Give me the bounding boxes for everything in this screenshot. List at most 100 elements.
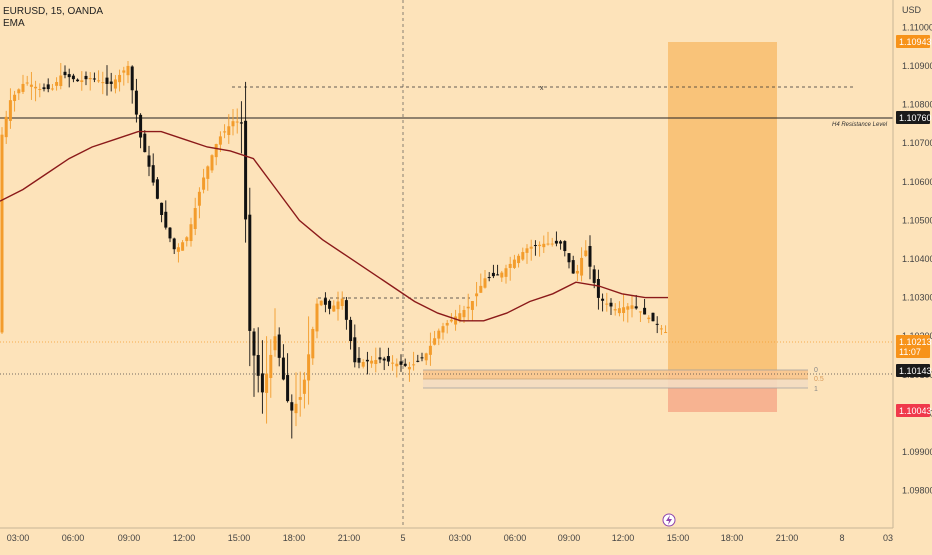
price-tick-label: 1.10800 — [902, 100, 932, 110]
time-axis[interactable]: 03:00 06:00 09:00 12:00 15:00 18:00 21:00 5 03:0… — [7, 533, 893, 543]
candle-body — [361, 361, 365, 367]
candle-body — [231, 121, 235, 127]
candle-body — [126, 65, 130, 76]
candle-body — [475, 293, 479, 297]
candle-body — [307, 354, 311, 381]
candle-body — [277, 334, 281, 358]
candle-body — [609, 302, 613, 307]
candle-body — [235, 121, 239, 123]
candle-body — [601, 298, 605, 301]
price-tag-entry[interactable]: 1.10143 — [896, 364, 932, 377]
candle-body — [638, 311, 642, 313]
candle-body — [428, 345, 432, 355]
price-tag-resistance[interactable]: 1.10760 — [896, 111, 932, 124]
candle-body — [412, 364, 416, 366]
candle-body — [647, 317, 651, 320]
candle-body — [244, 120, 248, 220]
candle-body — [59, 75, 63, 87]
candle-body — [4, 116, 8, 138]
candle-body — [139, 114, 143, 138]
candle-body — [445, 322, 449, 326]
time-tick-label: 15:00 — [228, 533, 251, 543]
fib-zone-lower[interactable] — [423, 379, 808, 388]
candle-body — [500, 272, 504, 278]
candle-body — [290, 402, 294, 411]
candle-body — [567, 253, 571, 263]
candle-body — [302, 379, 306, 394]
candle-body — [88, 78, 92, 80]
price-tag-entry-text: 1.10143 — [899, 366, 932, 376]
candle-body — [311, 328, 315, 359]
profit-zone[interactable] — [668, 42, 777, 371]
fib-zone-upper[interactable] — [423, 370, 808, 379]
candle-body — [617, 308, 621, 314]
candle-body — [575, 270, 579, 274]
candle-body — [466, 306, 470, 309]
candle-body — [189, 224, 193, 242]
candle-body — [71, 75, 75, 80]
price-tag-target[interactable]: 1.10943 — [896, 35, 932, 48]
candle-body — [147, 155, 151, 167]
candle-body — [584, 250, 588, 256]
candle-body — [164, 211, 168, 228]
price-tag-resistance-bg — [896, 111, 930, 124]
candle-body — [538, 244, 542, 247]
indicator-label[interactable]: EMA — [3, 18, 25, 29]
candle-body — [260, 373, 264, 393]
currency-label: USD — [902, 5, 922, 15]
price-tag-resistance-text: 1.10760 — [899, 113, 932, 123]
candle-body — [664, 332, 668, 334]
candle-body — [332, 305, 336, 312]
time-tick-label: 03:00 — [449, 533, 472, 543]
candle-body — [546, 243, 550, 245]
price-tag-stop[interactable]: 1.10043 — [896, 404, 932, 417]
symbol-title[interactable]: EURUSD, 15, OANDA — [3, 6, 104, 17]
candle-body — [76, 79, 80, 82]
candle-body — [512, 259, 516, 268]
ema-line[interactable] — [0, 130, 668, 322]
price-tick-label: 1.10400 — [902, 254, 932, 264]
candle-body — [554, 240, 558, 244]
candle-body — [630, 305, 634, 309]
candle-body — [181, 242, 185, 251]
candle-body — [559, 241, 563, 244]
fib-label-05: 0.5 — [814, 376, 824, 383]
candle-body — [239, 122, 243, 124]
candle-body — [92, 78, 96, 80]
candle-body — [155, 179, 159, 199]
candle-body — [521, 252, 525, 260]
candle-body — [643, 307, 647, 315]
time-tick-label: 12:00 — [612, 533, 635, 543]
candle-body — [605, 303, 609, 305]
candle-body — [168, 227, 172, 239]
candle-body — [651, 312, 655, 322]
candle-body — [441, 326, 445, 333]
price-tick-label: 1.10900 — [902, 61, 932, 71]
candle-body — [420, 357, 424, 359]
chart-legend[interactable]: EURUSD, 15, OANDA EMA — [3, 6, 103, 30]
candle-body — [323, 298, 327, 305]
candle-body — [433, 338, 437, 345]
cross-marker: x — [540, 85, 544, 92]
candle-body — [596, 279, 600, 298]
candle-body — [294, 403, 298, 414]
time-tick-label: 8 — [839, 533, 844, 543]
time-tick-label: 09:00 — [118, 533, 141, 543]
candle-body — [378, 357, 382, 360]
candle-body — [357, 357, 361, 363]
candle-body — [298, 397, 302, 400]
candle-body — [344, 300, 348, 320]
price-tag-countdown: 11:07 — [899, 347, 921, 357]
candle-body — [592, 269, 596, 283]
candle-body — [223, 131, 227, 133]
lightning-icon[interactable] — [662, 513, 676, 527]
candle-body — [185, 237, 189, 242]
candle-body — [67, 74, 71, 78]
time-tick-label: 06:00 — [504, 533, 527, 543]
price-tag-last[interactable]: 1.10213 11:07 — [896, 335, 932, 358]
candle-body — [122, 70, 126, 73]
candle-body — [63, 71, 67, 76]
candle-body — [80, 80, 84, 83]
